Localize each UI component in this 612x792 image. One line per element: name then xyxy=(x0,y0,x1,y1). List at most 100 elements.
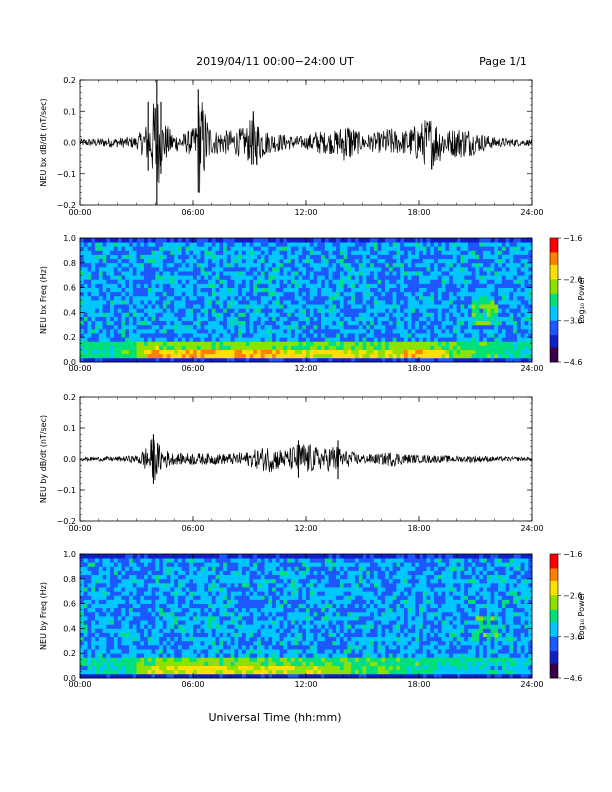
spectrogram-cell xyxy=(407,266,412,272)
spectrogram-cell xyxy=(166,587,171,592)
spectrogram-cell xyxy=(479,316,484,322)
spectrogram-cell xyxy=(147,578,152,584)
spectrogram-cell xyxy=(324,242,329,247)
spectrogram-cell xyxy=(140,566,145,571)
spectrogram-cell xyxy=(407,250,412,255)
spectrogram-cell xyxy=(102,566,107,571)
spectrogram-cell xyxy=(253,246,258,251)
spectrogram-cell xyxy=(287,254,292,260)
spectrogram-cell xyxy=(87,558,92,563)
spectrogram-cell xyxy=(181,242,186,247)
spectrogram-cell xyxy=(128,570,134,576)
colorbar-segment xyxy=(550,285,558,288)
spectrogram-cell xyxy=(302,337,307,342)
spectrogram-cell xyxy=(193,328,198,334)
spectrogram-cell xyxy=(185,587,190,592)
spectrogram-cell xyxy=(471,266,476,272)
spectrogram-cell xyxy=(121,607,126,613)
spectrogram-cell xyxy=(419,283,424,288)
spectrogram-cell xyxy=(80,271,85,276)
spectrogram-cell xyxy=(185,357,190,363)
spectrogram-cell xyxy=(155,611,160,617)
colorbar-segment xyxy=(550,246,558,249)
spectrogram-cell xyxy=(354,291,360,297)
spectrogram-cell xyxy=(151,661,156,666)
spectrogram-cell xyxy=(128,316,134,322)
spectrogram-cell xyxy=(185,628,190,633)
spectrogram-cell xyxy=(245,275,250,280)
spectrogram-cell xyxy=(155,632,160,638)
spectrogram-cell xyxy=(494,324,499,330)
spectrogram-cell xyxy=(91,304,96,309)
spectrogram-cell xyxy=(170,587,175,592)
spectrogram-cell xyxy=(125,653,130,658)
spectrogram-cell xyxy=(98,582,103,588)
spectrogram-cell xyxy=(336,300,341,305)
spectrogram-cell xyxy=(452,271,458,276)
spectrogram-cell xyxy=(249,242,254,247)
spectrogram-cell xyxy=(441,349,446,355)
spectrogram-cell xyxy=(159,300,164,305)
spectrogram-cell xyxy=(87,345,92,350)
spectrogram-cell xyxy=(125,266,130,272)
y-tick-label: 0.0 xyxy=(63,358,76,367)
spectrogram-cell xyxy=(132,291,137,297)
spectrogram-cell xyxy=(159,328,164,334)
spectrogram-cell xyxy=(524,246,529,251)
spectrogram-cell xyxy=(377,341,382,346)
spectrogram-cell xyxy=(479,279,484,284)
spectrogram-cell xyxy=(102,345,107,350)
spectrogram-cell xyxy=(121,582,126,588)
spectrogram-cell xyxy=(181,657,186,662)
spectrogram-cell xyxy=(196,345,201,350)
spectrogram-cell xyxy=(471,349,476,355)
spectrogram-cell xyxy=(486,295,491,301)
spectrogram-cell xyxy=(151,328,156,334)
spectrogram-cell xyxy=(136,640,141,646)
spectrogram-cell xyxy=(490,275,495,280)
spectrogram-cell xyxy=(208,308,213,313)
spectrogram-cell xyxy=(200,328,205,334)
spectrogram-cell xyxy=(193,308,198,313)
spectrogram-cell xyxy=(147,566,152,571)
spectrogram-cell xyxy=(483,295,488,301)
spectrogram-cell xyxy=(441,283,446,288)
spectrogram-cell xyxy=(509,316,514,322)
spectrogram-cell xyxy=(136,324,141,330)
spectrogram-cell xyxy=(434,357,439,363)
spectrogram-cell xyxy=(426,333,431,338)
spectrogram-cell xyxy=(193,262,198,268)
spectrogram-cell xyxy=(80,599,85,604)
colorbar-segment xyxy=(550,248,558,251)
spectrogram-cell xyxy=(411,291,416,297)
spectrogram-cell xyxy=(302,295,307,301)
spectrogram-cell xyxy=(87,673,92,679)
spectrogram-cell xyxy=(290,353,296,359)
spectrogram-cell xyxy=(306,271,311,276)
spectrogram-cell xyxy=(302,300,307,305)
spectrogram-cell xyxy=(121,624,126,629)
spectrogram-cell xyxy=(260,279,265,284)
spectrogram-cell xyxy=(467,242,473,247)
spectrogram-cell xyxy=(332,266,337,272)
spectrogram-cell xyxy=(159,275,164,280)
spectrogram-cell xyxy=(339,250,345,255)
spectrogram-cell xyxy=(400,242,405,247)
spectrogram-cell xyxy=(321,246,326,251)
spectrogram-cell xyxy=(498,357,503,363)
spectrogram-cell xyxy=(388,283,394,288)
spectrogram-cell xyxy=(121,258,126,264)
spectrogram-cell xyxy=(260,328,265,334)
spectrogram-cell xyxy=(144,246,149,251)
spectrogram-cell xyxy=(110,616,115,621)
spectrogram-cell xyxy=(140,320,145,326)
spectrogram-cell xyxy=(275,283,281,288)
spectrogram-cell xyxy=(166,316,171,322)
spectrogram-cell xyxy=(125,661,130,666)
spectrogram-cell xyxy=(392,337,397,342)
spectrogram-cell xyxy=(467,262,473,268)
spectrogram-cell xyxy=(245,337,250,342)
spectrogram-cell xyxy=(95,607,100,613)
spectrogram-cell xyxy=(144,357,149,363)
colorbar-segment xyxy=(550,335,558,338)
